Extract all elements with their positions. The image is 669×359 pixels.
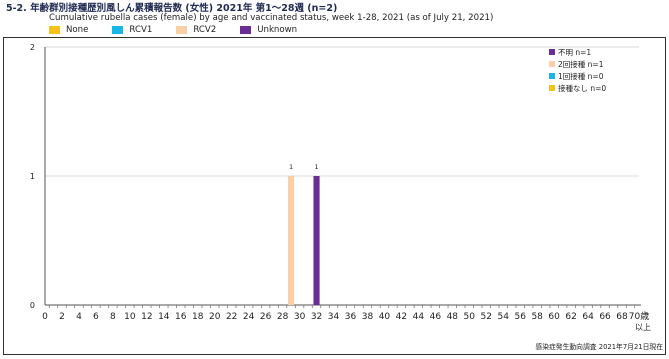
legend-swatch-none — [49, 26, 60, 34]
y-tick-label: 2 — [30, 43, 35, 52]
x-tick-label: 64 — [582, 312, 594, 322]
bar-rcv2 — [288, 176, 295, 305]
top-legend-item-none: None — [49, 25, 88, 35]
legend-swatch-unknown — [240, 26, 252, 34]
chart-title: 5-2. 年齢群別接種歴別風しん累積報告数 (女性) 2021年 第1～28週 … — [6, 3, 338, 14]
data-label: 1 — [314, 163, 318, 171]
x-tick-label: 58 — [531, 312, 543, 322]
x-tick-label: 56 — [514, 312, 526, 322]
top-legend-item-unknown: Unknown — [240, 25, 297, 35]
top-legend-label: RCV1 — [129, 25, 153, 35]
legend-swatch-rcv1 — [112, 26, 124, 34]
top-legend-label: RCV2 — [193, 25, 217, 35]
x-tick-label: 18 — [192, 312, 204, 322]
x-tick-label: 62 — [565, 312, 576, 322]
x-tick-label: 40 — [379, 312, 391, 322]
top-legend-label: None — [66, 25, 89, 35]
y-tick-label: 0 — [30, 301, 35, 310]
top-legend: None RCV1 RCV2 Unknown — [49, 25, 321, 35]
x-tick-label: 48 — [447, 312, 459, 322]
x-tick-label: 4 — [76, 312, 82, 322]
inner-legend-label: 2回接種 n=1 — [558, 59, 604, 69]
top-legend-item-rcv2: RCV2 — [176, 25, 216, 35]
top-legend-item-rcv1: RCV1 — [112, 25, 152, 35]
x-tick-label: 10 — [124, 312, 136, 322]
inner-legend-swatch — [549, 61, 555, 67]
x-tick-label: 66 — [599, 312, 611, 322]
inner-legend-label: 接種なし n=0 — [558, 83, 606, 93]
x-tick-label: 20 — [209, 312, 221, 322]
source-note: 感染症発生動向調査 2021年7月21日現在 — [535, 343, 663, 351]
inner-legend-swatch — [549, 49, 555, 55]
x-tick-label: 54 — [498, 312, 510, 322]
x-tick-label: 44 — [413, 312, 425, 322]
x-tick-label: 14 — [158, 312, 170, 322]
chart-subtitle: Cumulative rubella cases (female) by age… — [49, 13, 494, 23]
top-legend-label: Unknown — [257, 25, 298, 35]
x-tick-label: 6 — [93, 312, 99, 322]
x-tick-label: 36 — [345, 312, 357, 322]
bar-unknown — [313, 176, 320, 305]
x-tick-label: 38 — [362, 312, 374, 322]
x-tick-label: 52 — [481, 312, 492, 322]
legend-swatch-rcv2 — [176, 26, 188, 34]
inner-legend-label: 1回接種 n=0 — [558, 71, 604, 81]
x-tick-label: 32 — [311, 312, 322, 322]
x-tick-label: 2 — [59, 312, 65, 322]
x-tick-label: 0 — [42, 312, 48, 322]
x-tick-label: 68 — [616, 312, 628, 322]
x-tick-label: 16 — [175, 312, 187, 322]
x-tick-label: 22 — [226, 312, 237, 322]
x-tick-label: 30 — [294, 312, 306, 322]
x-tick-label: 42 — [396, 312, 407, 322]
x-tick-label: 34 — [328, 312, 340, 322]
x-tick-label: 50 — [464, 312, 476, 322]
chart-frame — [3, 37, 666, 355]
y-tick-label: 1 — [30, 172, 35, 181]
x-tick-label: 46 — [430, 312, 442, 322]
inner-legend-label: 不明 n=1 — [558, 48, 591, 57]
x-tick-label: 26 — [260, 312, 272, 322]
x-tick-label: 70歳 — [629, 310, 649, 322]
x-tick-label: 12 — [141, 312, 152, 322]
x-tick-label-line2: 以上 — [635, 323, 651, 332]
inner-legend-swatch — [549, 73, 555, 79]
x-tick-label: 60 — [548, 312, 560, 322]
x-tick-label: 28 — [277, 312, 289, 322]
x-tick-label: 8 — [110, 312, 116, 322]
data-label: 1 — [289, 163, 293, 171]
x-tick-label: 24 — [243, 312, 255, 322]
inner-legend-swatch — [549, 85, 555, 91]
